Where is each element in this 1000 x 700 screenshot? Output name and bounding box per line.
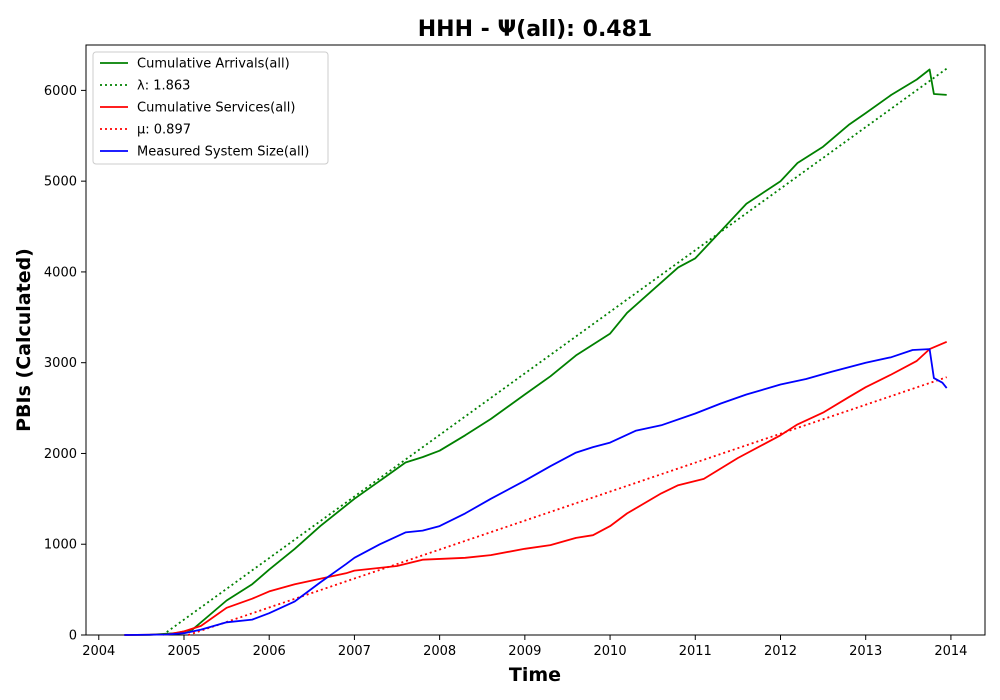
axis-ticks: 2004 2005 2006 2007 2008 2009 2010 2011 2012 2013… (44, 84, 968, 659)
x-tick-label: 2014 (934, 644, 967, 659)
x-tick-label: 2012 (764, 644, 797, 659)
y-tick-label: 0 (69, 629, 77, 644)
series-line-1 (162, 67, 948, 636)
series-line-4 (124, 348, 948, 636)
plot-frame (85, 44, 986, 636)
y-tick-label: 2000 (44, 447, 77, 462)
legend-label: μ: 0.897 (137, 123, 191, 138)
x-tick-label: 2008 (423, 644, 456, 659)
legend-label: Cumulative Arrivals(all) (137, 57, 290, 72)
x-axis-label: Time (509, 664, 561, 686)
x-tick-label: 2013 (849, 644, 882, 659)
y-tick-label: 1000 (44, 538, 77, 553)
legend-box (92, 51, 329, 165)
x-tick-label: 2007 (338, 644, 371, 659)
legend-label: Cumulative Services(all) (137, 101, 295, 116)
y-tick-label: 5000 (44, 175, 77, 190)
legend-label: Measured System Size(all) (137, 145, 309, 160)
legend: Cumulative Arrivals(all) λ: 1.863 Cumulati… (92, 51, 329, 165)
x-tick-label: 2004 (82, 644, 115, 659)
series-line-3 (188, 376, 947, 636)
x-tick-label: 2011 (679, 644, 712, 659)
series-line-0 (124, 68, 947, 636)
y-tick-label: 4000 (44, 265, 77, 280)
y-axis-label: PBIs (Calculated) (13, 248, 35, 432)
y-tick-label: 6000 (44, 84, 77, 99)
x-tick-label: 2005 (167, 644, 200, 659)
series-layer (124, 67, 948, 636)
series-line-2 (124, 340, 948, 636)
chart-title: HHH - Ψ(all): 0.481 (418, 17, 652, 42)
y-tick-label: 3000 (44, 356, 77, 371)
x-tick-label: 2009 (508, 644, 541, 659)
legend-label: λ: 1.863 (137, 79, 190, 94)
x-tick-label: 2006 (253, 644, 286, 659)
x-tick-label: 2010 (594, 644, 627, 659)
